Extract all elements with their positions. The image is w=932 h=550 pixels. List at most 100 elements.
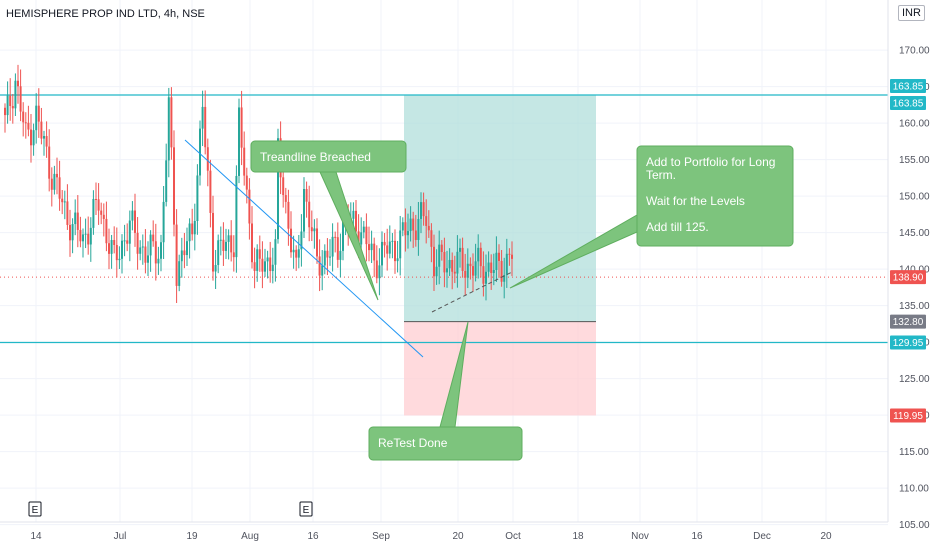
candle-body [37, 105, 40, 122]
earnings-marker[interactable]: E [299, 501, 313, 517]
candle-body [144, 246, 147, 263]
candle-body [448, 259, 451, 269]
chart-title: HEMISPHERE PROP IND LTD, 4h, NSE [6, 8, 205, 20]
time-tick-label: Jul [114, 531, 127, 542]
candle-body [383, 241, 386, 246]
candle-body [490, 262, 493, 274]
candle-body [212, 212, 214, 272]
candle-body [66, 201, 69, 225]
candle-body [43, 136, 45, 139]
candle-body [186, 241, 188, 256]
candle-body [160, 242, 162, 259]
candle-body [399, 230, 402, 259]
candle-body [297, 249, 300, 258]
callout-text: Add till 125. [646, 220, 709, 234]
candle-body [61, 198, 64, 203]
candle-body [422, 202, 425, 217]
dashed-trend-line[interactable] [431, 271, 513, 313]
candle-body [401, 222, 404, 231]
earnings-marker[interactable]: E [28, 501, 42, 517]
candle-body [505, 253, 508, 276]
candle-body [48, 146, 51, 179]
price-tag-box [890, 335, 926, 350]
grid-lines [0, 0, 888, 526]
candle-body [24, 122, 27, 124]
stop-loss-zone[interactable] [404, 321, 596, 416]
candle-body [316, 228, 318, 257]
candle-body [63, 201, 66, 203]
price-tick-label: 150.00 [899, 192, 930, 203]
callout-retest[interactable]: ReTest Done [368, 321, 523, 461]
candle-body [152, 234, 155, 242]
candle-body [381, 241, 383, 266]
candle-body [45, 136, 48, 147]
candle-body [82, 234, 84, 242]
candle-body [256, 249, 259, 271]
candle-body [113, 240, 116, 245]
candle-body [282, 177, 285, 196]
candle-body [193, 220, 196, 235]
callout-text: Term. [646, 168, 676, 182]
candle-body [157, 258, 160, 264]
candle-body [336, 237, 339, 260]
candle-body [162, 201, 165, 243]
candle-body [191, 223, 194, 235]
candle-body [342, 220, 344, 251]
candle-body [511, 254, 513, 259]
currency-badge[interactable]: INR [898, 5, 925, 21]
price-tags: 163.85 163.85 138.90 132.80 129.95 119.95 [890, 79, 926, 423]
candle-body [427, 225, 430, 231]
candle-body [105, 218, 108, 244]
candle-body [110, 240, 113, 254]
candle-body [433, 246, 435, 277]
candle-body [459, 247, 461, 252]
time-tick-label: Dec [753, 531, 771, 542]
callout-text: ReTest Done [378, 436, 448, 450]
candle-body [365, 226, 368, 245]
candle-body [404, 222, 407, 236]
earnings-box [28, 501, 42, 517]
candle-body [394, 240, 396, 262]
candle-body [386, 245, 389, 254]
candle-body [232, 252, 235, 258]
target-zone[interactable] [404, 95, 596, 322]
candle-body [352, 210, 355, 219]
candle-body [461, 247, 464, 271]
candlesticks [4, 64, 513, 303]
horizontal-levels[interactable] [0, 94, 888, 344]
candle-body [373, 243, 376, 261]
candle-body [466, 263, 469, 278]
candle-body [222, 239, 225, 251]
candle-body [76, 212, 79, 230]
candle-body [175, 224, 178, 286]
candle-body [235, 175, 238, 258]
candle-body [22, 111, 25, 123]
time-axis[interactable]: 14 Jul 19 Aug 16 Sep 20 Oct 18 Nov 16 Dec 20 [0, 521, 888, 542]
candle-body [11, 106, 14, 109]
candle-body [321, 265, 324, 276]
candle-body [71, 224, 74, 241]
candle-body [456, 251, 459, 274]
candle-body [329, 256, 331, 258]
candle-body [102, 214, 105, 219]
candle-body [9, 95, 12, 107]
trendline[interactable] [184, 139, 424, 358]
candle-body [479, 247, 482, 267]
candle-body [248, 189, 251, 224]
candle-body [167, 97, 170, 161]
callouts[interactable]: Treandline Breached Add to Portfolio for … [250, 140, 794, 461]
candle-body [27, 122, 30, 130]
candle-body [310, 227, 313, 232]
candle-body [360, 232, 363, 245]
price-tick-label: 105.00 [899, 520, 930, 531]
candle-body [326, 250, 329, 258]
time-tick-label: 16 [307, 531, 319, 542]
callout-treandline[interactable]: Treandline Breached [250, 140, 407, 301]
candle-body [123, 240, 126, 242]
candle-body [300, 231, 303, 250]
candle-body [126, 240, 129, 244]
candle-body [388, 241, 391, 254]
